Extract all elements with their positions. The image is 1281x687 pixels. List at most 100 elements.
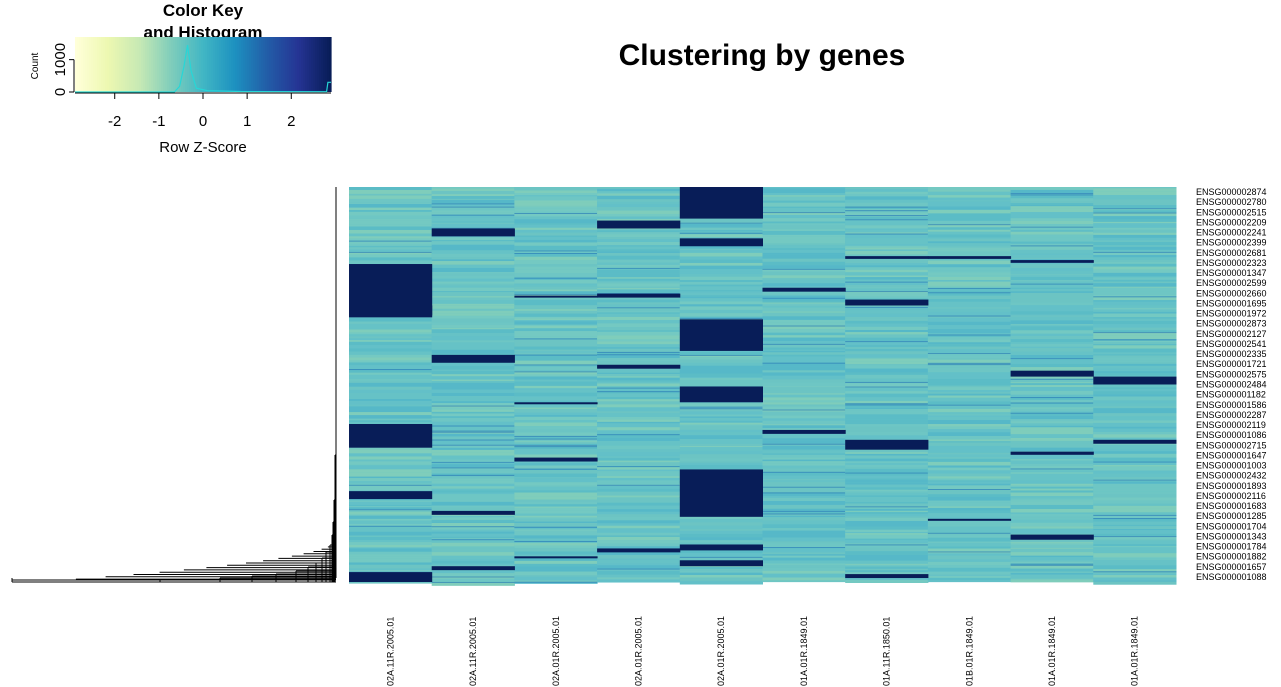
heatmap-cell bbox=[597, 551, 681, 555]
heatmap-cell bbox=[1010, 268, 1094, 272]
heatmap-cell bbox=[927, 467, 1012, 471]
heatmap-cell bbox=[845, 225, 929, 229]
heatmap-cell bbox=[927, 317, 1012, 322]
heatmap-cell bbox=[1010, 326, 1094, 331]
heatmap-cell bbox=[514, 190, 598, 194]
heatmap-cell bbox=[431, 444, 515, 448]
heatmap-cell bbox=[1010, 538, 1094, 543]
heatmap-cell bbox=[927, 237, 1012, 239]
heatmap-cell bbox=[514, 354, 598, 359]
row-label: ENSG000002116 bbox=[1196, 491, 1266, 501]
heatmap-cell bbox=[514, 200, 598, 203]
heatmap-cell bbox=[927, 393, 1012, 396]
heatmap-cell bbox=[845, 489, 929, 492]
heatmap-cell bbox=[597, 188, 681, 191]
heatmap-cell bbox=[1093, 291, 1177, 295]
heatmap-cell bbox=[514, 437, 598, 439]
heatmap-cell bbox=[1010, 543, 1094, 545]
row-label: ENSG000002287 bbox=[1196, 410, 1267, 420]
heatmap-cell bbox=[762, 555, 846, 558]
heatmap-cell bbox=[1010, 316, 1094, 321]
heatmap-cell bbox=[597, 330, 681, 332]
heatmap-cell bbox=[349, 481, 433, 484]
heatmap-cell bbox=[349, 556, 433, 559]
heatmap-cell bbox=[845, 393, 929, 397]
heatmap-cell bbox=[845, 228, 929, 230]
heatmap-cell bbox=[349, 581, 433, 584]
heatmap-cell bbox=[927, 447, 1012, 449]
heatmap-cell bbox=[762, 450, 846, 454]
heatmap-cell bbox=[597, 427, 681, 431]
color-key-swatch bbox=[197, 37, 200, 92]
row-label: ENSG000001882 bbox=[1196, 552, 1267, 562]
color-key-swatch bbox=[279, 37, 282, 92]
heatmap-cell bbox=[845, 238, 929, 242]
color-key-swatch bbox=[297, 37, 300, 92]
heatmap-cell bbox=[349, 449, 433, 454]
heatmap-cell bbox=[514, 309, 598, 311]
heatmap-cell bbox=[1093, 476, 1177, 480]
color-key-swatch bbox=[161, 37, 164, 92]
heatmap-cell bbox=[927, 575, 1012, 578]
heatmap-high-cell bbox=[597, 293, 681, 298]
heatmap-cell bbox=[762, 305, 846, 308]
heatmap-cell bbox=[514, 540, 598, 542]
heatmap-cell bbox=[597, 320, 681, 324]
heatmap-cell bbox=[762, 325, 846, 330]
heatmap-cell bbox=[762, 200, 846, 203]
heatmap-cell bbox=[1093, 255, 1177, 258]
heatmap-cell bbox=[845, 368, 929, 373]
heatmap-cell bbox=[679, 522, 763, 526]
heatmap-cell bbox=[927, 308, 1012, 312]
heatmap-cell bbox=[679, 525, 763, 529]
heatmap-cell bbox=[927, 457, 1012, 459]
heatmap-cell bbox=[1093, 512, 1177, 515]
heatmap-cell bbox=[514, 485, 598, 488]
heatmap-cell bbox=[762, 457, 846, 460]
heatmap-cell bbox=[1093, 332, 1177, 336]
heatmap-cell bbox=[431, 273, 515, 276]
heatmap-cell bbox=[679, 422, 763, 425]
heatmap-cell bbox=[762, 223, 846, 226]
heatmap-cell bbox=[845, 235, 929, 239]
heatmap-cell bbox=[762, 492, 846, 494]
heatmap-cell bbox=[679, 370, 763, 374]
heatmap-cell bbox=[1010, 571, 1094, 573]
heatmap-cell bbox=[1093, 287, 1177, 292]
color-key-swatch bbox=[263, 37, 266, 92]
heatmap-cell bbox=[927, 436, 1012, 440]
heatmap-cell bbox=[679, 408, 763, 410]
heatmap-cell bbox=[1010, 320, 1094, 325]
color-key-swatch bbox=[155, 37, 158, 92]
heatmap-cell bbox=[597, 430, 681, 435]
heatmap-cell bbox=[431, 214, 515, 216]
heatmap-cell bbox=[349, 326, 433, 329]
heatmap-cell bbox=[1010, 394, 1094, 398]
heatmap-cell bbox=[514, 250, 598, 252]
heatmap-cell bbox=[762, 229, 846, 231]
heatmap-high-cell bbox=[431, 228, 515, 237]
heatmap-cell bbox=[845, 472, 929, 476]
heatmap-cell bbox=[514, 299, 598, 302]
color-key-swatch bbox=[257, 37, 260, 92]
heatmap-cell bbox=[845, 202, 929, 207]
heatmap-cell bbox=[1093, 521, 1177, 525]
heatmap-cell bbox=[431, 464, 515, 468]
color-key-swatch bbox=[169, 37, 172, 92]
heatmap-cell bbox=[597, 476, 681, 478]
heatmap-cell bbox=[762, 248, 846, 250]
heatmap-cell bbox=[1010, 557, 1094, 561]
heatmap-cell bbox=[514, 542, 598, 546]
heatmap-cell bbox=[1093, 558, 1177, 561]
heatmap-cell bbox=[1093, 453, 1177, 458]
heatmap-cell bbox=[927, 516, 1012, 519]
heatmap-high-cell bbox=[927, 256, 1012, 259]
color-key-swatch bbox=[77, 37, 80, 92]
heatmap-cell bbox=[762, 489, 846, 493]
heatmap-cell bbox=[514, 389, 598, 393]
heatmap-cell bbox=[431, 494, 515, 498]
heatmap-cell bbox=[349, 395, 433, 400]
heatmap-cell bbox=[514, 283, 598, 285]
heatmap-cell bbox=[1093, 483, 1177, 488]
heatmap-cell bbox=[1010, 468, 1094, 470]
